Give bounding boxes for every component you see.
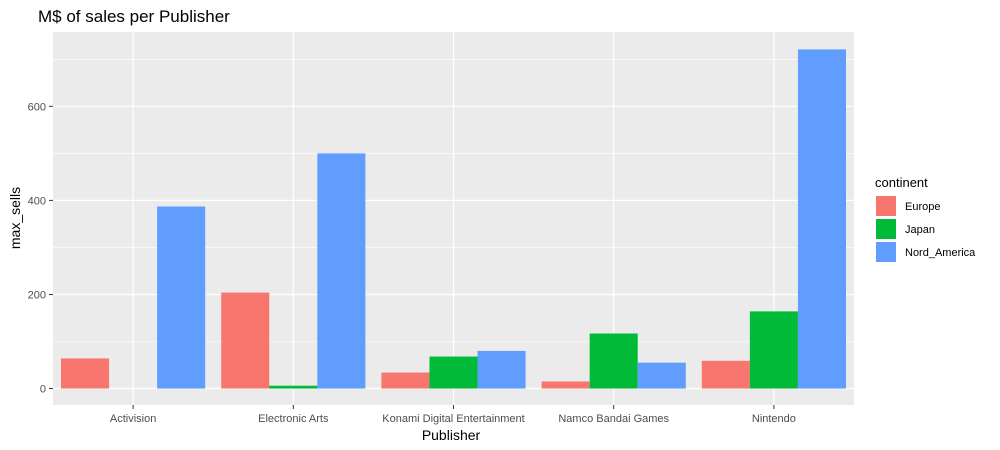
bar-nord-america-namco-bandai-games	[637, 362, 686, 389]
legend-label: Europe	[905, 201, 940, 213]
x-tick-label: Konami Digital Entertainment	[382, 413, 524, 425]
x-tick-label: Namco Bandai Games	[558, 413, 669, 425]
legend-label: Nord_America	[905, 247, 976, 259]
legend-key-nord-america	[876, 242, 896, 262]
bars	[61, 49, 846, 389]
bar-europe-electronic-arts	[221, 292, 270, 389]
bar-europe-konami-digital-entertainment	[381, 372, 430, 389]
bar-nord-america-activision	[157, 206, 206, 389]
legend-key-europe	[876, 196, 896, 216]
y-tick-label: 200	[28, 289, 46, 301]
y-axis-title: max_sells	[7, 187, 23, 249]
legend-key-japan	[876, 219, 896, 239]
bar-nord-america-electronic-arts	[317, 153, 366, 389]
bar-europe-nintendo	[701, 360, 750, 389]
y-tick-label: 600	[28, 101, 46, 113]
x-axis-title: Publisher	[422, 427, 481, 443]
x-tick-label: Electronic Arts	[258, 413, 329, 425]
legend-title: continent	[875, 175, 928, 190]
grid-lines	[53, 32, 854, 405]
bar-japan-namco-bandai-games	[589, 333, 638, 389]
bar-nord-america-konami-digital-entertainment	[477, 350, 526, 389]
bar-japan-nintendo	[749, 311, 798, 389]
x-tick-label: Nintendo	[752, 413, 796, 425]
bar-europe-activision	[61, 358, 110, 389]
y-tick-label: 400	[28, 195, 46, 207]
x-axis-ticks: Activision Electronic Arts Konami Digital …	[110, 405, 796, 425]
legend: continent Europe Japan Nord_America	[875, 175, 976, 262]
x-tick-label: Activision	[110, 413, 156, 425]
y-tick-label: 0	[40, 384, 46, 396]
y-axis-ticks: 0 200 400 600	[28, 101, 53, 396]
chart-title: M$ of sales per Publisher	[38, 7, 230, 26]
bar-japan-konami-digital-entertainment	[429, 356, 478, 389]
bar-japan-electronic-arts	[269, 385, 318, 389]
legend-label: Japan	[905, 224, 935, 236]
bar-europe-namco-bandai-games	[541, 381, 590, 389]
bar-nord-america-nintendo	[797, 49, 846, 389]
